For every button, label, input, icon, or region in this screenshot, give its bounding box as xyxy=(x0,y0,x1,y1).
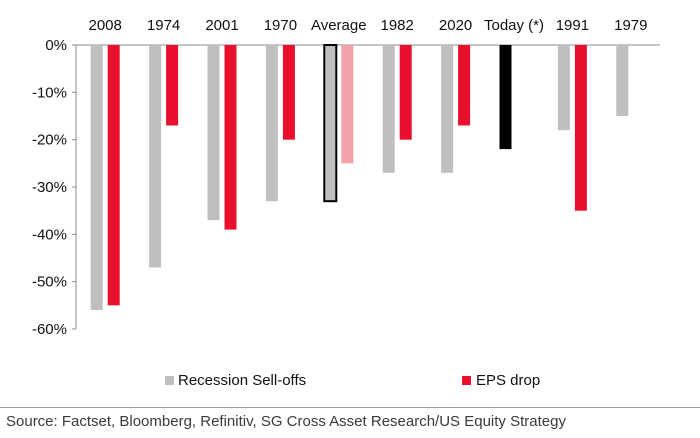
y-tick-label: -10% xyxy=(32,84,67,101)
y-tick-label: -30% xyxy=(32,179,67,196)
bar-recession-selloff xyxy=(499,45,512,150)
bar-recession-selloff xyxy=(207,45,220,221)
bar-eps-drop xyxy=(224,45,237,230)
legend-label-eps: EPS drop xyxy=(476,372,540,389)
category-label: 2008 xyxy=(89,17,122,34)
footer-divider xyxy=(0,407,700,408)
bar-recession-selloff xyxy=(557,45,570,131)
category-label: 2001 xyxy=(205,17,238,34)
y-axis-ticks: 0% -10% -20% -30% -40% -50% -60% xyxy=(32,37,76,338)
bar-eps-drop xyxy=(107,45,120,306)
bar-recession-selloff xyxy=(149,45,162,268)
bar-recession-selloff xyxy=(616,45,629,116)
legend-swatch-recession xyxy=(165,376,174,385)
category-label: Average xyxy=(311,17,367,34)
category-label: 1982 xyxy=(381,17,414,34)
y-tick-label: -40% xyxy=(32,226,67,243)
y-tick-label: -60% xyxy=(32,321,67,338)
y-tick-label: 0% xyxy=(45,37,67,54)
category-label: 1979 xyxy=(614,17,647,34)
bar-eps-drop xyxy=(166,45,179,126)
category-label: 2020 xyxy=(439,17,472,34)
source-note: Source: Factset, Bloomberg, Refinitiv, S… xyxy=(6,413,566,430)
bar-eps-drop xyxy=(574,45,587,211)
bar-recession-selloff xyxy=(265,45,278,202)
category-label: 1991 xyxy=(556,17,589,34)
bar-chart: 0% -10% -20% -30% -40% -50% -60% 2008 1974 2001 1… xyxy=(32,17,660,389)
bar-eps-drop xyxy=(282,45,295,140)
bar-recession-selloff xyxy=(382,45,395,173)
legend-swatch-eps xyxy=(462,376,471,385)
bar-recession-selloff xyxy=(90,45,103,311)
bar-eps-drop xyxy=(341,45,354,164)
y-tick-label: -50% xyxy=(32,274,67,291)
category-labels: 2008 1974 2001 1970 Average 1982 2020 Today (*)… xyxy=(89,17,648,34)
bar-recession-selloff xyxy=(441,45,454,173)
category-label: 1974 xyxy=(147,17,180,34)
bar-eps-drop xyxy=(399,45,412,140)
bar-recession-selloff xyxy=(323,44,338,203)
legend: Recession Sell-offs EPS drop xyxy=(165,372,540,389)
bar-eps-drop xyxy=(458,45,471,126)
category-label: 1970 xyxy=(264,17,297,34)
category-label: Today (*) xyxy=(484,17,544,34)
bars xyxy=(90,44,629,311)
y-tick-label: -20% xyxy=(32,132,67,149)
legend-label-recession: Recession Sell-offs xyxy=(178,372,306,389)
